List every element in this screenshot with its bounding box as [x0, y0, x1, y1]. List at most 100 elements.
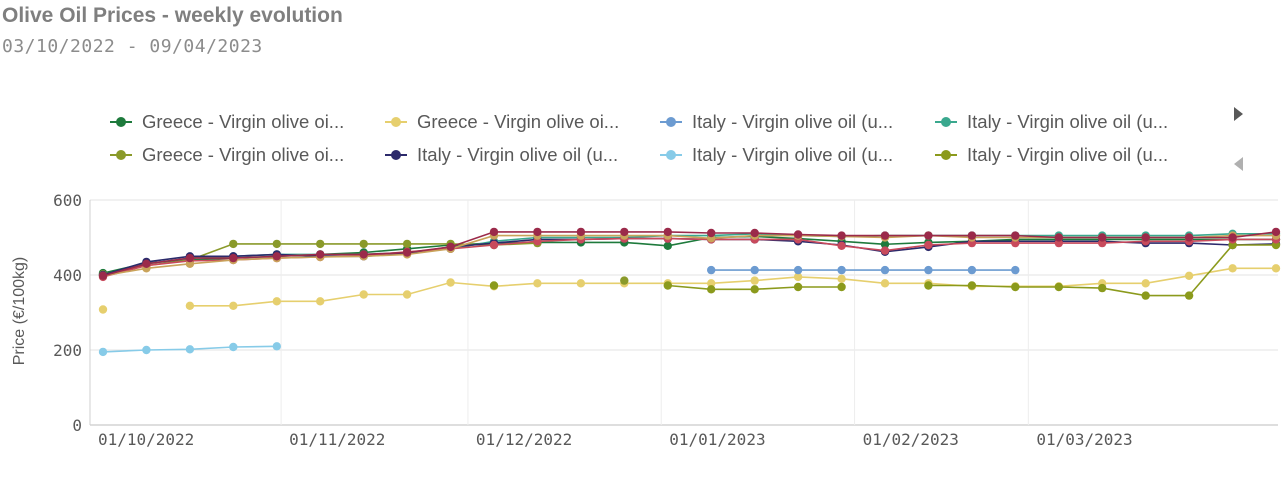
data-point[interactable] — [1141, 233, 1150, 242]
data-point[interactable] — [750, 228, 759, 238]
data-point[interactable] — [142, 259, 151, 268]
data-point[interactable] — [837, 241, 846, 250]
data-point[interactable] — [98, 271, 108, 280]
data-point[interactable] — [272, 342, 281, 351]
data-point[interactable] — [446, 242, 455, 252]
data-point[interactable] — [229, 301, 238, 310]
data-point[interactable] — [924, 265, 933, 275]
data-point[interactable] — [489, 281, 499, 290]
data-point[interactable] — [272, 239, 281, 249]
legend-prev-icon[interactable] — [1234, 157, 1243, 171]
data-point[interactable] — [185, 345, 195, 354]
data-point[interactable] — [316, 239, 325, 249]
data-point[interactable] — [663, 281, 672, 290]
data-point[interactable] — [229, 253, 238, 263]
data-point[interactable] — [142, 345, 151, 355]
data-point[interactable] — [402, 290, 412, 299]
y-tick-label: 0 — [72, 416, 82, 435]
series-line-1 — [189, 267, 1276, 307]
data-point[interactable] — [446, 278, 455, 287]
legend-item[interactable]: Greece - Virgin olive oi... — [110, 108, 344, 136]
data-point[interactable] — [533, 279, 542, 288]
data-point[interactable] — [837, 265, 846, 275]
data-point[interactable] — [272, 252, 281, 261]
data-point[interactable] — [707, 279, 716, 288]
data-point[interactable] — [1054, 282, 1064, 292]
data-point[interactable] — [750, 285, 759, 294]
data-point[interactable] — [880, 240, 890, 249]
data-point[interactable] — [620, 276, 629, 285]
data-point[interactable] — [1054, 233, 1064, 242]
data-point[interactable] — [967, 231, 977, 240]
legend-item[interactable]: Italy - Virgin olive oil (u... — [660, 108, 893, 136]
data-point[interactable] — [1141, 279, 1150, 288]
legend-item[interactable]: Greece - Virgin olive oi... — [385, 108, 619, 136]
data-point[interactable] — [359, 290, 368, 299]
data-point[interactable] — [576, 227, 586, 237]
data-point[interactable] — [1184, 271, 1194, 280]
data-point[interactable] — [750, 276, 759, 285]
data-point[interactable] — [924, 240, 933, 250]
data-point[interactable] — [1141, 291, 1150, 300]
data-point[interactable] — [967, 281, 977, 290]
data-point[interactable] — [1228, 233, 1237, 242]
data-point[interactable] — [1098, 283, 1107, 293]
data-point[interactable] — [880, 231, 890, 240]
data-point[interactable] — [1098, 233, 1107, 242]
data-point[interactable] — [750, 265, 759, 275]
data-point[interactable] — [1011, 231, 1020, 240]
data-point[interactable] — [1184, 233, 1194, 242]
data-point[interactable] — [837, 231, 846, 240]
data-point[interactable] — [663, 241, 672, 250]
legend-next-icon[interactable] — [1234, 107, 1243, 121]
data-point[interactable] — [1011, 265, 1020, 275]
data-point[interactable] — [880, 279, 890, 288]
data-point[interactable] — [229, 239, 238, 249]
data-point[interactable] — [402, 239, 412, 249]
data-point[interactable] — [229, 342, 238, 352]
legend-item[interactable]: Italy - Virgin olive oil (u... — [935, 108, 1168, 136]
data-point[interactable] — [793, 230, 803, 239]
data-point[interactable] — [967, 265, 977, 275]
data-point[interactable] — [489, 240, 499, 250]
data-point[interactable] — [1184, 291, 1194, 300]
data-point[interactable] — [707, 285, 716, 294]
data-point[interactable] — [793, 265, 803, 275]
data-point[interactable] — [316, 297, 325, 306]
data-point[interactable] — [359, 250, 368, 259]
data-point[interactable] — [793, 282, 803, 292]
legend-label: Greece - Virgin olive oi... — [417, 111, 620, 132]
data-point[interactable] — [272, 297, 281, 306]
data-point[interactable] — [837, 282, 846, 292]
legend-item[interactable]: Italy - Virgin olive oil (u... — [935, 141, 1168, 169]
data-point[interactable] — [880, 246, 890, 255]
data-point[interactable] — [533, 227, 542, 237]
data-point[interactable] — [98, 305, 108, 314]
data-point[interactable] — [98, 347, 108, 357]
data-point[interactable] — [359, 239, 368, 249]
data-point[interactable] — [620, 227, 629, 237]
data-point[interactable] — [663, 227, 672, 237]
legend-swatch — [935, 148, 957, 162]
data-point[interactable] — [1011, 282, 1020, 292]
data-point[interactable] — [1271, 227, 1281, 237]
data-point[interactable] — [837, 274, 846, 283]
data-point[interactable] — [316, 250, 325, 259]
data-point[interactable] — [707, 228, 716, 238]
data-point[interactable] — [185, 301, 195, 310]
data-point[interactable] — [924, 231, 933, 240]
data-point[interactable] — [793, 272, 803, 282]
data-point[interactable] — [1228, 264, 1237, 273]
data-point[interactable] — [1271, 264, 1281, 273]
data-point[interactable] — [576, 279, 586, 288]
legend-item[interactable]: Italy - Virgin olive oil (u... — [660, 141, 893, 169]
data-point[interactable] — [707, 265, 716, 275]
data-point[interactable] — [185, 253, 195, 263]
data-point[interactable] — [489, 227, 499, 237]
legend-item[interactable]: Italy - Virgin olive oil (u... — [385, 141, 618, 169]
data-point[interactable] — [402, 248, 412, 257]
legend-item[interactable]: Greece - Virgin olive oi... — [110, 141, 344, 169]
data-point[interactable] — [924, 281, 933, 290]
data-point[interactable] — [880, 265, 890, 275]
legend-label: Italy - Virgin olive oil (u... — [692, 144, 894, 165]
